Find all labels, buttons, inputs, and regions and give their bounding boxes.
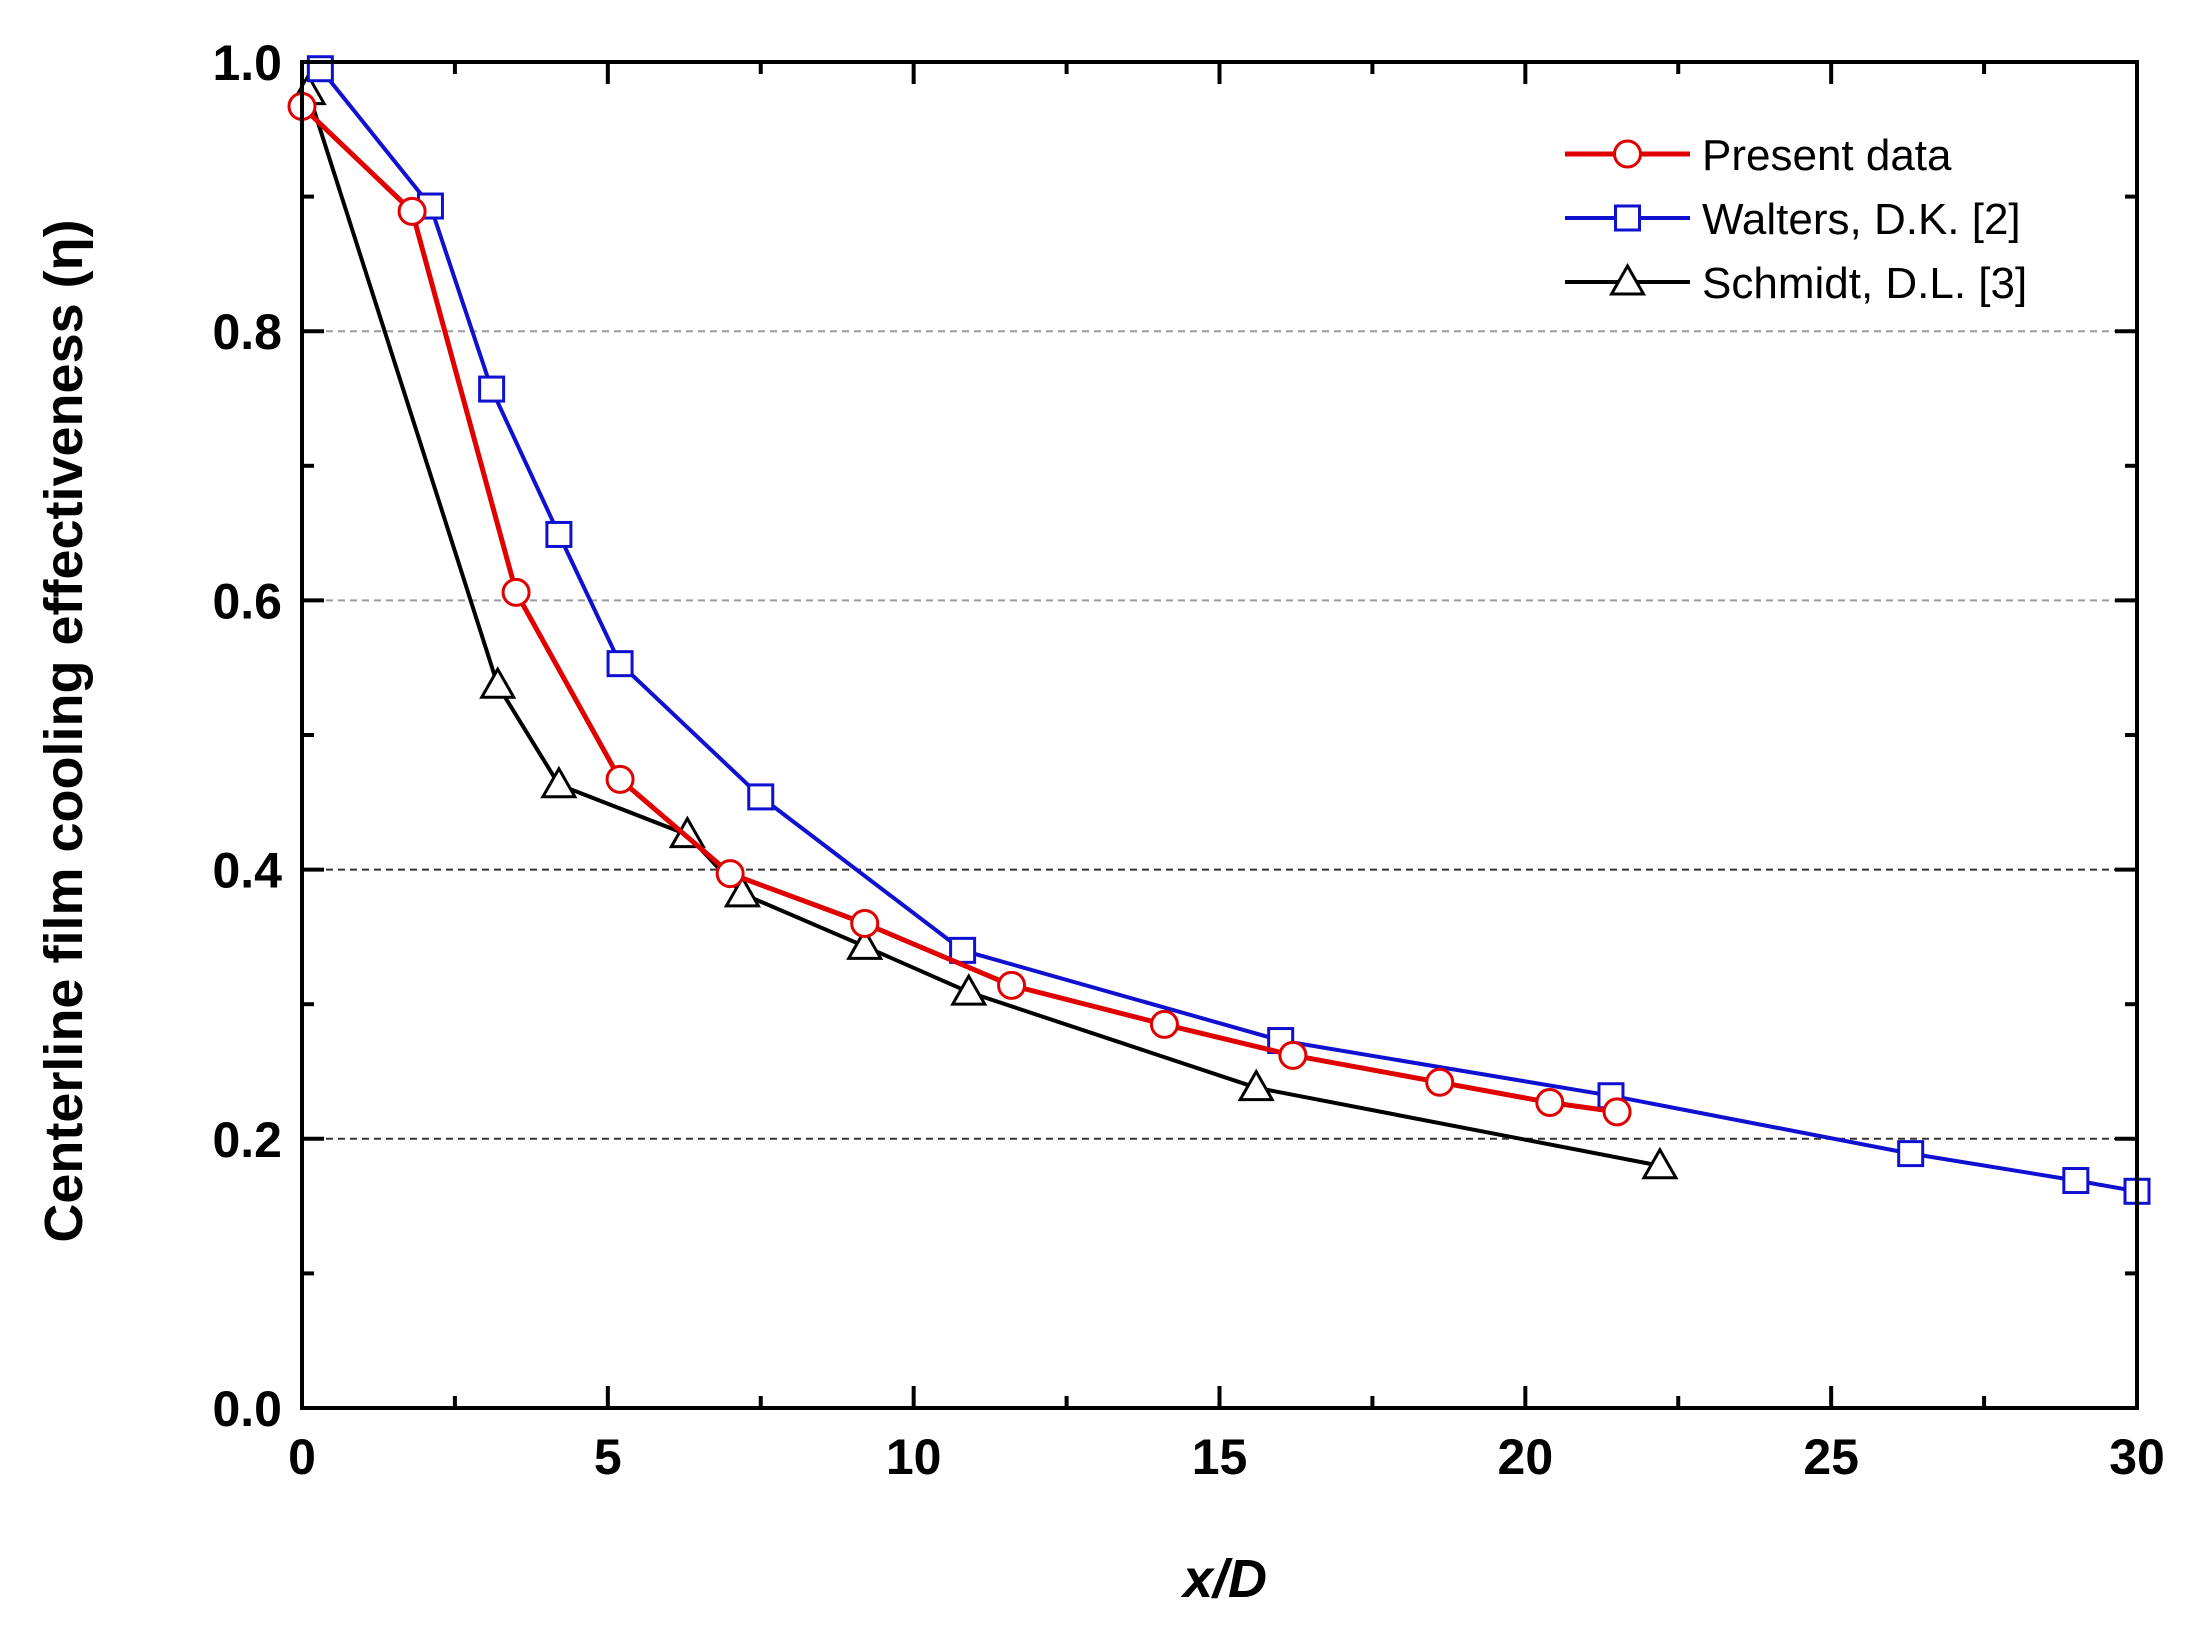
data-point-0-4 (715, 859, 745, 889)
series-0 (287, 91, 1632, 1127)
y-tick-label: 0.4 (212, 843, 282, 899)
x-axis-title: x/D (1180, 1549, 1267, 1609)
data-point-1-5 (747, 783, 775, 811)
data-point-2-1 (479, 666, 517, 699)
legend-label-2: Schmidt, D.L. [3] (1702, 259, 2027, 308)
y-tick-label: 1.0 (212, 35, 282, 91)
y-tick-label: 0.0 (212, 1381, 282, 1437)
series-line-0 (300, 104, 1618, 1115)
x-tick-label: 10 (886, 1429, 942, 1485)
data-point-1-2 (478, 375, 506, 403)
x-tick-label: 30 (2109, 1429, 2165, 1485)
y-tick-label: 0.6 (212, 573, 282, 629)
legend: Present data Walters, D.K. [2] Schmidt, D.… (1565, 131, 2027, 308)
x-tick-label: 15 (1192, 1429, 1248, 1485)
data-point-2-5 (846, 927, 884, 960)
x-tick-label: 20 (1498, 1429, 1554, 1485)
data-point-0-10 (1535, 1087, 1565, 1117)
legend-label-0: Present data (1702, 131, 1952, 180)
data-point-2-6 (950, 973, 988, 1006)
data-point-1-9 (1897, 1140, 1925, 1168)
data-point-0-2 (501, 577, 531, 607)
data-point-0-8 (1278, 1040, 1308, 1070)
data-point-1-4 (606, 650, 634, 678)
data-point-0-5 (850, 908, 880, 938)
data-point-0-9 (1425, 1067, 1455, 1097)
data-point-0-3 (605, 764, 635, 794)
tick-labels: 0 5 10 15 20 25 30 0.0 0.2 0.4 0.6 0.8 1.0 (212, 35, 2164, 1485)
data-point-0-7 (1149, 1009, 1179, 1039)
series-layer (287, 55, 2151, 1205)
y-tick-label: 0.2 (212, 1112, 282, 1168)
data-point-2-2 (540, 765, 578, 799)
data-point-2-8 (1641, 1146, 1679, 1180)
legend-marker-2 (1608, 262, 1647, 296)
series-1 (306, 55, 2151, 1205)
series-line-1 (318, 67, 2138, 1194)
legend-label-1: Walters, D.K. [2] (1702, 195, 2021, 244)
legend-marker-1 (1614, 204, 1641, 232)
data-point-0-6 (997, 970, 1027, 1000)
data-point-1-3 (545, 520, 573, 548)
data-point-2-7 (1237, 1068, 1275, 1102)
y-axis-title: Centerline film cooling effectiveness (η… (34, 219, 94, 1242)
x-tick-label: 25 (1803, 1429, 1859, 1485)
legend-marker-0 (1613, 139, 1642, 169)
data-point-1-10 (2062, 1167, 2090, 1195)
x-tick-label: 5 (594, 1429, 622, 1485)
series-2 (289, 72, 1679, 1180)
data-point-0-11 (1602, 1097, 1632, 1127)
data-point-2-4 (723, 874, 761, 908)
x-tick-label: 0 (288, 1429, 316, 1485)
data-point-0-1 (397, 196, 427, 226)
y-tick-label: 0.8 (212, 304, 282, 360)
axis-ticks (300, 60, 2139, 1410)
